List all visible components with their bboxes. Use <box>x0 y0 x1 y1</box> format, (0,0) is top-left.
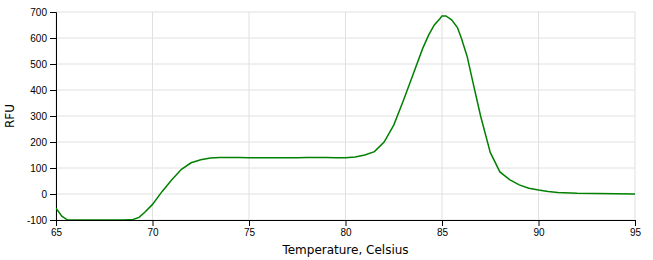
tick-mark <box>50 116 56 117</box>
tick-mark <box>249 220 250 226</box>
tick-label: 300 <box>30 111 47 122</box>
tick: 300 <box>30 111 56 122</box>
grid-line <box>56 64 635 65</box>
tick-label: 90 <box>533 227 545 238</box>
grid-line <box>56 90 635 91</box>
tick-label: 70 <box>147 227 159 238</box>
tick: 65 <box>51 220 63 238</box>
tick-label: -100 <box>27 215 47 226</box>
tick-label: 200 <box>30 137 47 148</box>
tick-mark <box>50 168 56 169</box>
axis-line <box>57 221 636 227</box>
tick-label: 700 <box>30 7 47 18</box>
tick: -100 <box>27 215 56 226</box>
x-axis: 65 70 75 80 85 90 95 <box>51 220 642 238</box>
grid-line <box>56 38 635 39</box>
tick: 0 <box>41 189 56 200</box>
tick-label: 85 <box>437 227 449 238</box>
grid-line <box>56 168 635 169</box>
plot: 65 70 75 80 85 90 95 -100 0 100 200 300 400 500 600 700 <box>27 7 642 238</box>
x-axis-title: Temperature, Celsius <box>281 243 408 257</box>
tick-label: 65 <box>51 227 63 238</box>
tick-label: 0 <box>41 189 47 200</box>
tick-mark <box>50 90 56 91</box>
tick: 500 <box>30 59 56 70</box>
tick-label: 75 <box>244 227 256 238</box>
tick: 80 <box>340 220 352 238</box>
tick-mark <box>50 142 56 143</box>
grid-line <box>56 194 635 195</box>
tick-mark <box>50 12 56 13</box>
tick-label: 100 <box>30 163 47 174</box>
tick-label: 80 <box>340 227 352 238</box>
tick-label: 600 <box>30 33 47 44</box>
grid <box>56 12 635 220</box>
tick-mark <box>50 220 56 221</box>
tick-mark <box>50 38 56 39</box>
tick-mark <box>50 194 56 195</box>
tick: 95 <box>630 220 642 238</box>
tick: 75 <box>244 220 256 238</box>
tick-label: 95 <box>630 227 642 238</box>
marks <box>56 16 635 220</box>
tick: 200 <box>30 137 56 148</box>
tick-mark <box>442 220 443 226</box>
tick-label: 400 <box>30 85 47 96</box>
tick-label: 500 <box>30 59 47 70</box>
grid-line <box>56 116 635 117</box>
grid-line <box>56 12 635 13</box>
tick-mark <box>539 220 540 226</box>
tick: 600 <box>30 33 56 44</box>
y-axis-title: RFU <box>3 104 17 128</box>
tick: 400 <box>30 85 56 96</box>
y-axis: -100 0 100 200 300 400 500 600 700 <box>27 7 57 226</box>
tick: 700 <box>30 7 56 18</box>
tick-mark <box>50 64 56 65</box>
chart: 65 70 75 80 85 90 95 -100 0 100 200 300 400 500 600 700… <box>0 0 653 260</box>
tick-mark <box>346 220 347 226</box>
tick: 70 <box>147 220 159 238</box>
tick-mark <box>153 220 154 226</box>
tick: 90 <box>533 220 545 238</box>
line <box>56 16 635 220</box>
tick-mark <box>635 220 636 226</box>
grid-line <box>56 142 635 143</box>
axis-line <box>50 13 57 221</box>
tick: 85 <box>437 220 449 238</box>
tick: 100 <box>30 163 56 174</box>
